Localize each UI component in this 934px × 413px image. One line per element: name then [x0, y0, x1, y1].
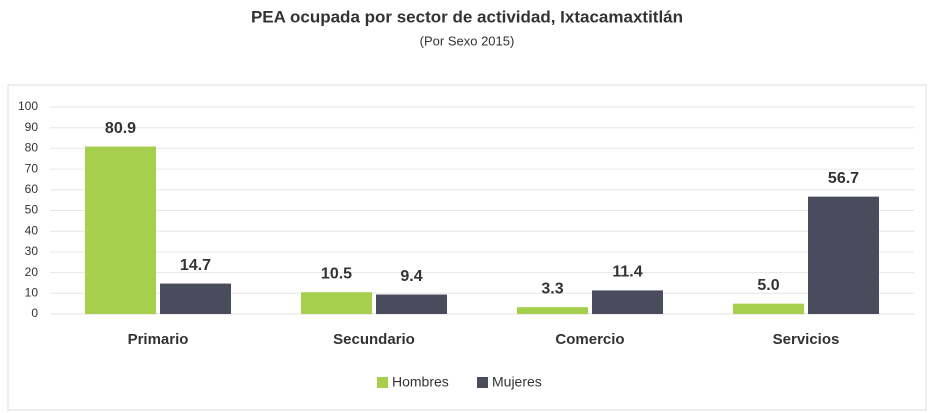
- y-tick-label: 10: [25, 285, 39, 299]
- data-label: 3.3: [541, 280, 563, 297]
- legend-label: Mujeres: [492, 374, 542, 390]
- y-tick-label: 80: [25, 141, 39, 155]
- legend-label: Hombres: [392, 374, 449, 390]
- data-label: 10.5: [321, 265, 352, 282]
- chart-frame: [7, 84, 927, 411]
- data-label: 5.0: [757, 277, 779, 294]
- y-tick-label: 0: [31, 306, 38, 320]
- y-tick-label: 100: [18, 99, 38, 113]
- y-tick-label: 20: [25, 265, 39, 279]
- x-tick-label: Secundario: [333, 331, 415, 348]
- data-label: 14.7: [180, 257, 211, 274]
- data-label: 11.4: [612, 264, 642, 281]
- data-label: 9.4: [400, 268, 422, 285]
- y-tick-label: 60: [25, 182, 39, 196]
- chart-subtitle: (Por Sexo 2015): [420, 33, 515, 48]
- data-label: 56.7: [828, 170, 859, 187]
- chart-title: PEA ocupada por sector de actividad, Ixt…: [251, 7, 683, 26]
- legend-swatch: [377, 377, 388, 388]
- bar: [301, 292, 372, 314]
- legend-swatch: [477, 377, 488, 388]
- bar: [376, 294, 447, 314]
- bar: [85, 146, 156, 314]
- bar: [160, 283, 231, 314]
- data-label: 80.9: [105, 120, 136, 137]
- bar: [733, 303, 804, 314]
- y-tick-label: 50: [25, 203, 39, 217]
- x-tick-label: Servicios: [773, 331, 840, 348]
- y-tick-label: 40: [25, 223, 39, 237]
- y-tick-label: 70: [25, 161, 39, 175]
- y-tick-label: 90: [25, 120, 39, 134]
- bar: [517, 307, 588, 314]
- y-tick-label: 30: [25, 244, 39, 258]
- bar: [592, 290, 663, 314]
- x-tick-label: Primario: [128, 331, 189, 348]
- x-tick-label: Comercio: [555, 331, 624, 348]
- bar: [808, 196, 879, 314]
